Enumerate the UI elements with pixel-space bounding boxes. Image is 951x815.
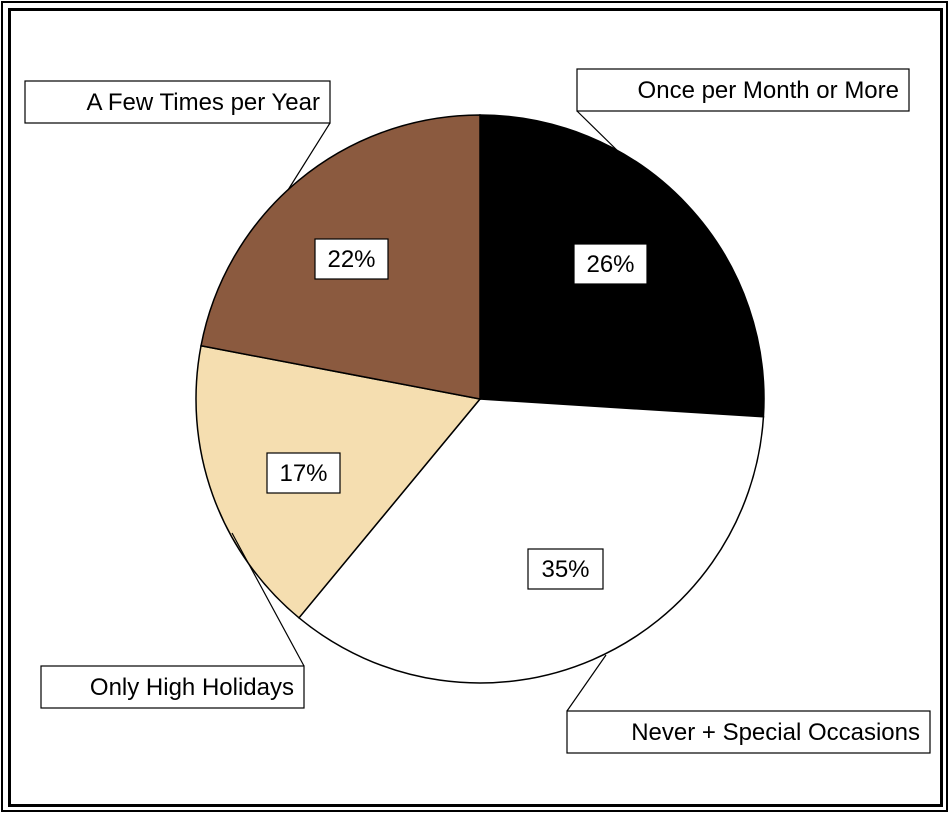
slice-callout-label: Once per Month or More: [576, 68, 910, 112]
callout-box: [40, 665, 305, 709]
chart-inner-frame: [8, 8, 943, 807]
percent-box: [314, 238, 389, 280]
slice-percent-label: 22%: [314, 238, 389, 280]
callout-box: [576, 68, 910, 112]
slice-callout-label: Never + Special Occasions: [566, 710, 931, 754]
slice-percent-label: 26%: [573, 243, 648, 285]
percent-box: [573, 243, 648, 285]
callout-leader-line: [231, 532, 305, 667]
percent-box: [527, 548, 604, 590]
slice-percent-label: 17%: [266, 452, 341, 494]
callout-box: [566, 710, 931, 754]
callout-leader-line: [576, 110, 628, 161]
percent-value: 26%: [586, 251, 634, 278]
callout-box: [24, 80, 331, 124]
percent-value: 35%: [541, 556, 589, 583]
slice-label: Once per Month or More: [638, 77, 899, 104]
pie-slice: [297, 398, 765, 684]
percent-value: 22%: [327, 246, 375, 273]
slice-percent-label: 35%: [527, 548, 604, 590]
percent-box: [266, 452, 341, 494]
slice-callout-label: Only High Holidays: [40, 665, 305, 709]
callout-leader-line: [566, 654, 607, 712]
percent-value: 17%: [279, 460, 327, 487]
slice-label: Only High Holidays: [90, 674, 294, 701]
callout-leader-line: [287, 122, 331, 191]
slice-label: A Few Times per Year: [87, 89, 320, 116]
slice-callout-label: A Few Times per Year: [24, 80, 331, 124]
slice-label: Never + Special Occasions: [631, 719, 920, 746]
